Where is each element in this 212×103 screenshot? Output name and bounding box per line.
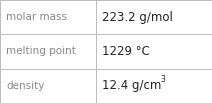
Text: 223.2 g/mol: 223.2 g/mol — [102, 11, 173, 24]
Text: density: density — [6, 81, 45, 91]
Text: melting point: melting point — [6, 46, 76, 57]
Text: 12.4 g/cm: 12.4 g/cm — [102, 79, 161, 92]
Text: 3: 3 — [160, 75, 165, 84]
Text: 1229 °C: 1229 °C — [102, 45, 150, 58]
Text: molar mass: molar mass — [6, 12, 67, 22]
